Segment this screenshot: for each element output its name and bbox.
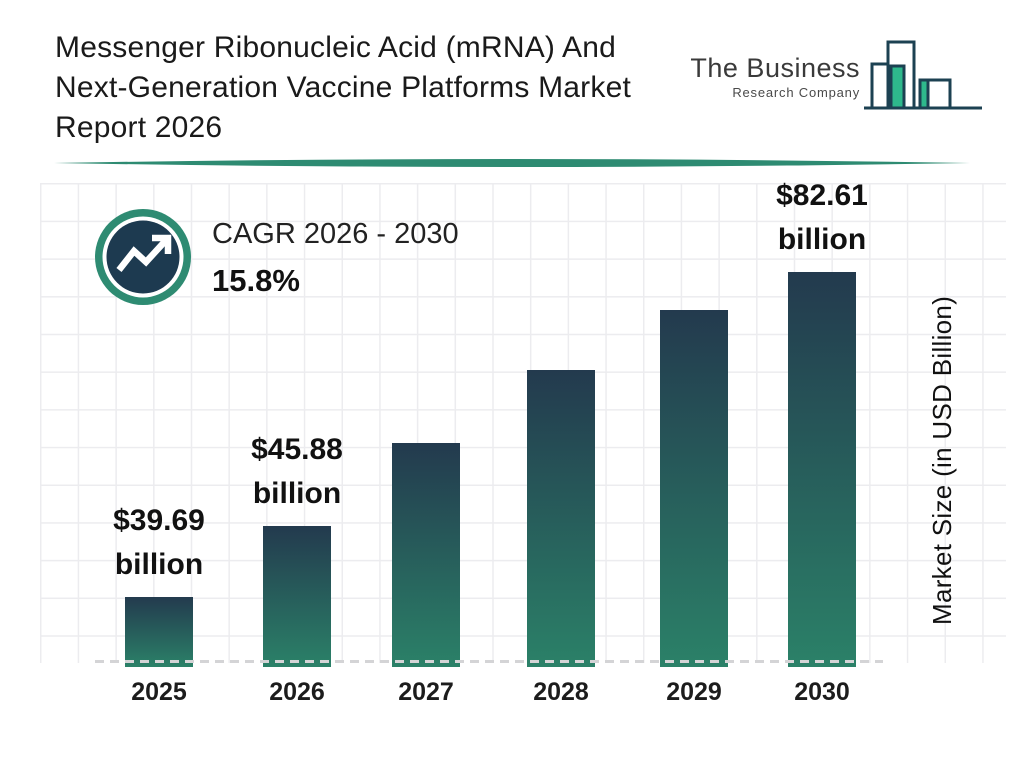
bar-2030 bbox=[788, 272, 856, 667]
x-axis-tick-2028: 2028 bbox=[533, 678, 589, 706]
company-subname: Research Company bbox=[732, 85, 860, 100]
cagr-period-label: CAGR 2026 - 2030 bbox=[212, 218, 459, 250]
page-title: Messenger Ribonucleic Acid (mRNA) And Ne… bbox=[55, 28, 631, 148]
x-axis-dashed-line bbox=[95, 660, 883, 663]
x-axis-tick-2030: 2030 bbox=[794, 678, 850, 706]
bar-2027 bbox=[392, 443, 460, 667]
title-line-2: Next-Generation Vaccine Platforms Market bbox=[55, 71, 631, 104]
company-name: The Business bbox=[690, 53, 860, 83]
bar-value-label-2026: $45.88 billion bbox=[251, 433, 343, 510]
x-axis-tick-2025: 2025 bbox=[131, 678, 187, 706]
title-line-3: Report 2026 bbox=[55, 111, 223, 144]
company-logo: The Business Research Company bbox=[690, 38, 984, 116]
bar-2026 bbox=[263, 526, 331, 667]
y-axis-label: Market Size (in USD Billion) bbox=[927, 295, 957, 625]
x-axis-tick-2026: 2026 bbox=[269, 678, 325, 706]
title-line-1: Messenger Ribonucleic Acid (mRNA) And bbox=[55, 31, 616, 64]
cagr-value: 15.8% bbox=[212, 263, 300, 298]
bar-value-label-2030: $82.61 billion bbox=[776, 179, 868, 256]
bar-2028 bbox=[527, 370, 595, 667]
divider-swoosh bbox=[54, 159, 970, 167]
x-axis-tick-2029: 2029 bbox=[666, 678, 722, 706]
x-axis-tick-2027: 2027 bbox=[398, 678, 454, 706]
bar-2025 bbox=[125, 597, 193, 667]
bar-2029 bbox=[660, 310, 728, 667]
logo-bars-icon bbox=[864, 40, 982, 110]
company-logo-text: The Business Research Company bbox=[690, 53, 860, 116]
trending-up-icon bbox=[95, 209, 191, 305]
bar-value-label-2025: $39.69 billion bbox=[113, 504, 205, 581]
